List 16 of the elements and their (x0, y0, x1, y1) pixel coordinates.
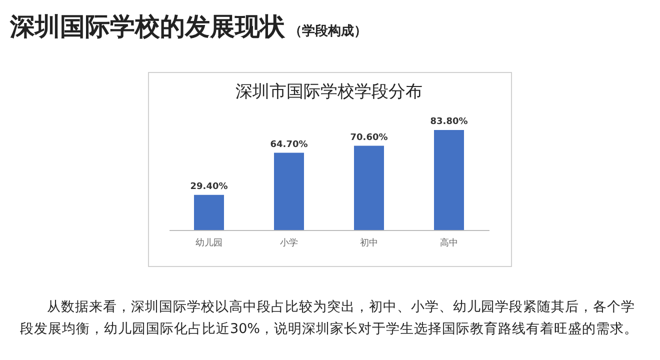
chart-title: 深圳市国际学校学段分布 (236, 82, 422, 102)
data-label: 29.40% (190, 182, 228, 192)
x-tick-label: 高中 (440, 238, 458, 248)
data-label: 83.80% (430, 117, 468, 127)
bar (274, 152, 304, 230)
bar (354, 146, 384, 230)
bar (194, 194, 224, 230)
bar (434, 130, 464, 230)
x-tick-label: 小学 (280, 238, 298, 248)
text: 深圳国际学校的发展现状 (10, 12, 285, 41)
text: 从数据来看，深圳国际学校以高中段占比较为突出，初中、小学、幼儿园学段紧随其后，各个学段发展均衡，幼儿园国际化占比近30%，说明深圳家长对于学生选择国际教育路线有着旺盛的需求。 (20, 298, 640, 339)
data-label: 64.70% (270, 140, 308, 150)
text: （学段构成） (289, 24, 367, 39)
x-tick-label: 幼儿园 (196, 238, 222, 248)
x-tick-label: 初中 (360, 238, 378, 248)
data-label: 70.60% (350, 132, 388, 143)
